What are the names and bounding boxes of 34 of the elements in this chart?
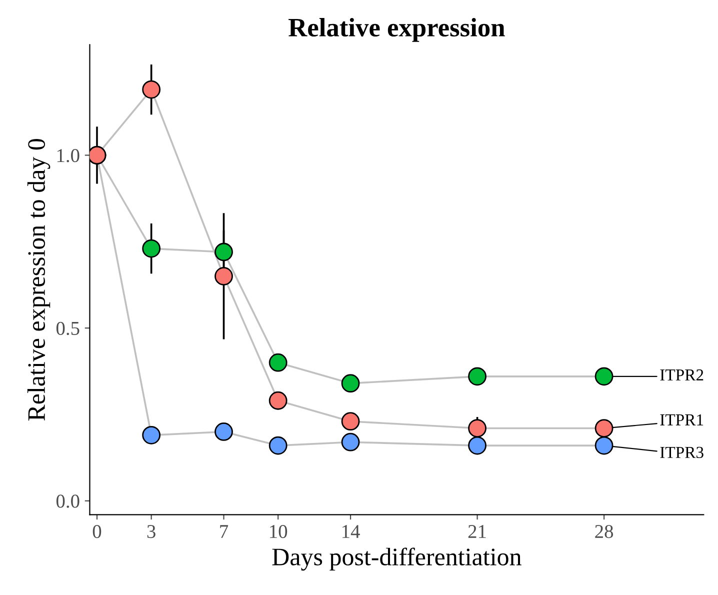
chart-title: Relative expression [288,18,505,42]
x-tick-label: 3 [147,525,156,538]
point [341,432,360,452]
x-tick-label: 21 [468,525,486,538]
point [268,391,288,410]
point [341,412,360,431]
point [341,374,360,393]
point [214,422,233,441]
y-tick-label: 1.0 [57,149,80,162]
y-tick-label: 0.0 [56,494,80,508]
point [142,426,161,444]
point [268,353,288,372]
y-axis-title: Relative expression to day 0 [27,138,50,421]
x-tick-label: 0 [92,524,102,538]
point [142,239,161,258]
point [468,436,486,455]
x-tick-label: 7 [220,525,228,538]
point [142,80,161,99]
point [594,367,614,386]
x-tick-label: 10 [270,524,288,538]
point [214,242,233,262]
legend-label: ITPR1 [660,414,704,426]
legend-label: ITPR2 [660,369,704,380]
point [214,266,233,286]
point [468,419,486,438]
x-tick-label: 28 [595,524,614,538]
point [594,436,614,455]
point [594,419,614,438]
point [468,367,486,386]
legend-label: ITPR3 [660,446,704,458]
point [268,436,288,455]
x-axis-title: Days post-differentiation [272,548,522,571]
y-tick-label: 0.5 [56,322,80,336]
x-tick-label: 14 [342,525,360,538]
